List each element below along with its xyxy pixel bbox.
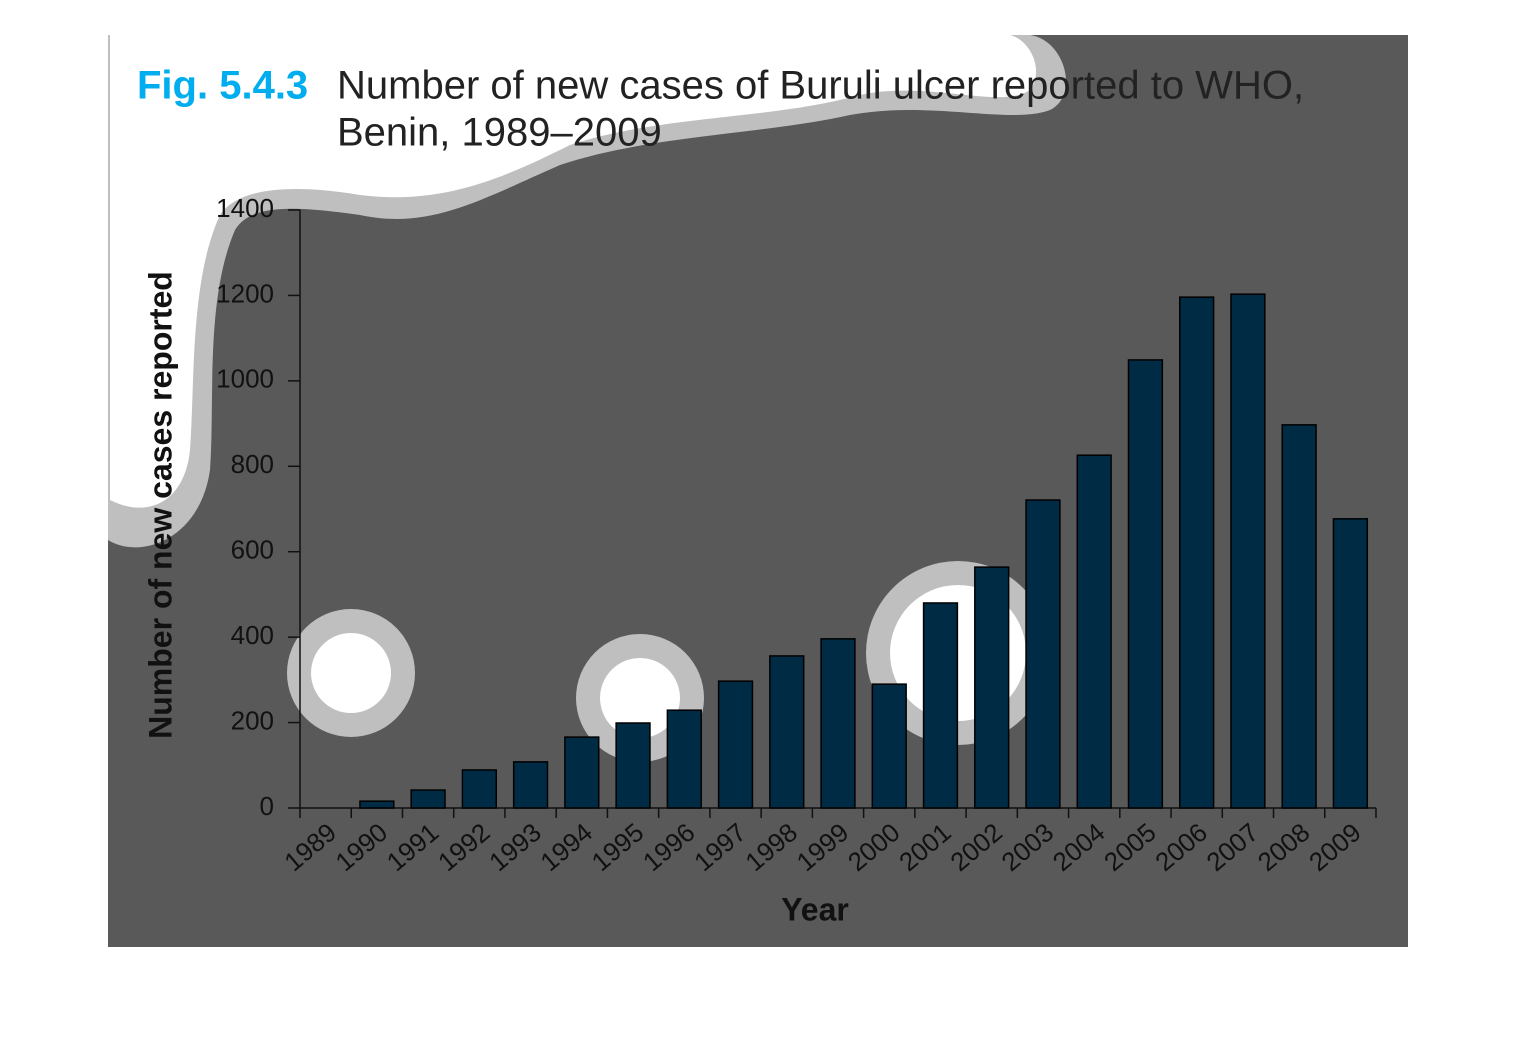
figure-label: Fig. 5.4.3 xyxy=(137,64,308,108)
y-tick-label: 1000 xyxy=(216,364,274,394)
bar xyxy=(1179,296,1215,809)
bar xyxy=(922,602,959,809)
overlay-spot xyxy=(311,633,391,713)
bar xyxy=(1025,499,1061,809)
bar xyxy=(1230,293,1266,809)
bar xyxy=(974,566,1010,809)
bar xyxy=(410,789,446,809)
bar xyxy=(1076,454,1112,809)
y-tick-label: 600 xyxy=(231,535,274,565)
bar xyxy=(717,680,754,809)
bar xyxy=(820,638,856,809)
y-tick-label: 200 xyxy=(231,705,274,735)
chart-title: Number of new cases of Buruli ulcer repo… xyxy=(337,64,1304,108)
bar xyxy=(564,736,600,809)
bar xyxy=(666,709,702,809)
bar xyxy=(461,769,497,809)
bar xyxy=(769,655,805,809)
bar xyxy=(1127,359,1164,809)
bar xyxy=(871,683,907,809)
y-axis-title: Number of new cases reported xyxy=(142,271,178,739)
bar xyxy=(512,761,549,809)
y-tick-label: 1200 xyxy=(216,278,274,308)
overlay-blob xyxy=(110,35,1037,508)
x-axis-title: Year xyxy=(781,891,849,927)
overlay-spot xyxy=(600,658,680,738)
y-tick-label: 0 xyxy=(260,791,274,821)
chart-subtitle: Benin, 1989–2009 xyxy=(337,111,662,155)
bar xyxy=(615,722,651,809)
y-tick-label: 400 xyxy=(231,620,274,650)
y-tick-label: 1400 xyxy=(216,193,274,223)
bar xyxy=(1281,424,1317,809)
y-tick-label: 800 xyxy=(231,449,274,479)
bar xyxy=(359,800,395,809)
bar xyxy=(1332,518,1369,809)
